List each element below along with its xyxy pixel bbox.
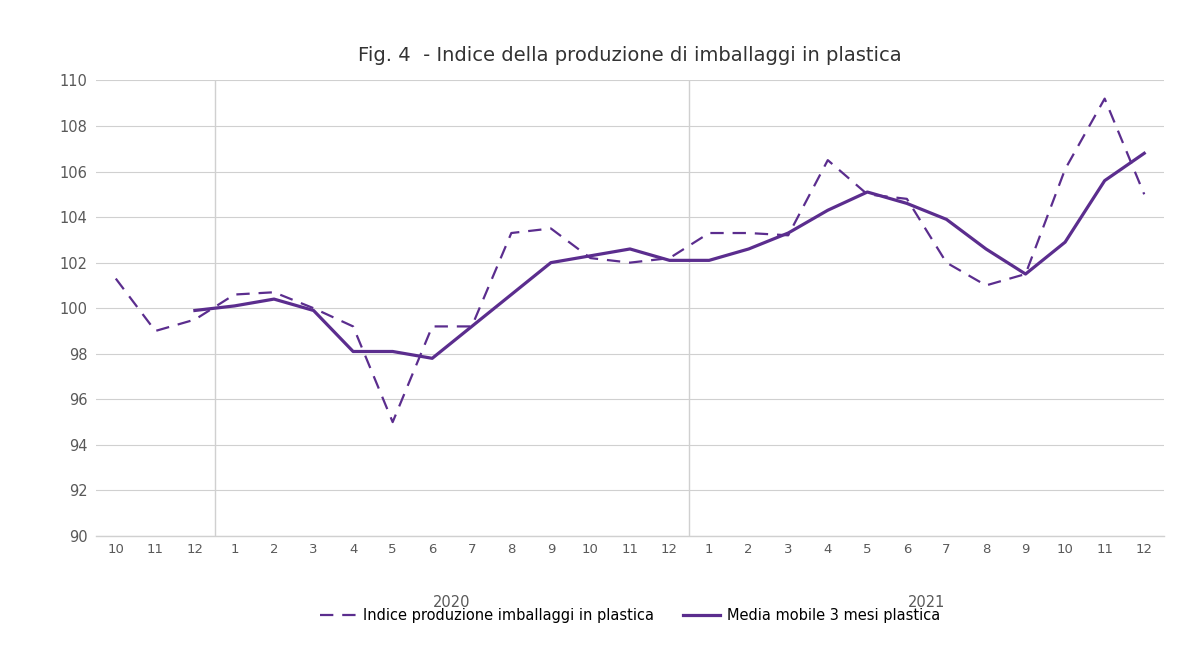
Legend: Indice produzione imballaggi in plastica, Media mobile 3 mesi plastica: Indice produzione imballaggi in plastica… [313, 602, 947, 629]
Text: 2021: 2021 [908, 595, 946, 610]
Text: 2020: 2020 [433, 595, 470, 610]
Title: Fig. 4  - Indice della produzione di imballaggi in plastica: Fig. 4 - Indice della produzione di imba… [358, 46, 902, 65]
